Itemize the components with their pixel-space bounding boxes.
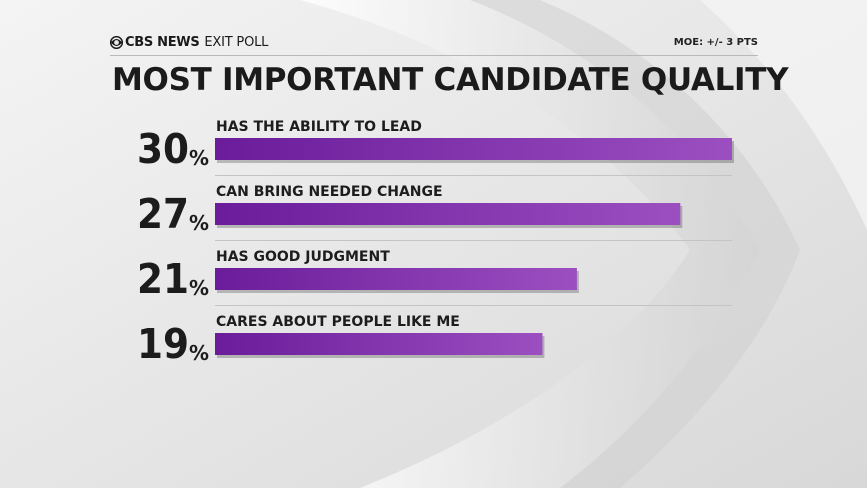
value-label: 21 <box>137 255 189 303</box>
cbs-eye-logo <box>110 36 123 49</box>
chart-row: HAS GOOD JUDGMENT 21% <box>137 240 732 303</box>
brand: CBS NEWS EXIT POLL <box>110 35 268 50</box>
header: CBS NEWS EXIT POLL MOE: +/- 3 PTS <box>110 34 758 54</box>
bar <box>215 268 577 290</box>
chart-row: CAN BRING NEEDED CHANGE 27% <box>137 175 732 238</box>
percent-sign: % <box>189 341 209 365</box>
category-label: HAS THE ABILITY TO LEAD <box>216 119 422 135</box>
brand-subtitle: EXIT POLL <box>204 35 269 50</box>
value-label: 19 <box>137 320 189 368</box>
percent-sign: % <box>189 211 209 235</box>
category-label: HAS GOOD JUDGMENT <box>216 249 390 265</box>
value-label: 27 <box>137 190 189 238</box>
percent-sign: % <box>189 146 209 170</box>
value-label: 30 <box>137 125 189 173</box>
percent-sign: % <box>189 276 209 300</box>
category-label: CAN BRING NEEDED CHANGE <box>216 184 443 200</box>
bar <box>215 333 543 355</box>
chart-row: HAS THE ABILITY TO LEAD 30% <box>137 119 734 173</box>
bar <box>215 203 681 225</box>
brand-name: CBS NEWS <box>125 35 200 50</box>
category-label: CARES ABOUT PEOPLE LIKE ME <box>216 314 460 330</box>
margin-of-error: MOE: +/- 3 PTS <box>673 37 758 48</box>
bar <box>215 138 732 160</box>
chart-title: MOST IMPORTANT CANDIDATE QUALITY <box>112 62 789 98</box>
header-divider <box>110 55 758 56</box>
chart-row: CARES ABOUT PEOPLE LIKE ME 19% <box>137 305 732 368</box>
